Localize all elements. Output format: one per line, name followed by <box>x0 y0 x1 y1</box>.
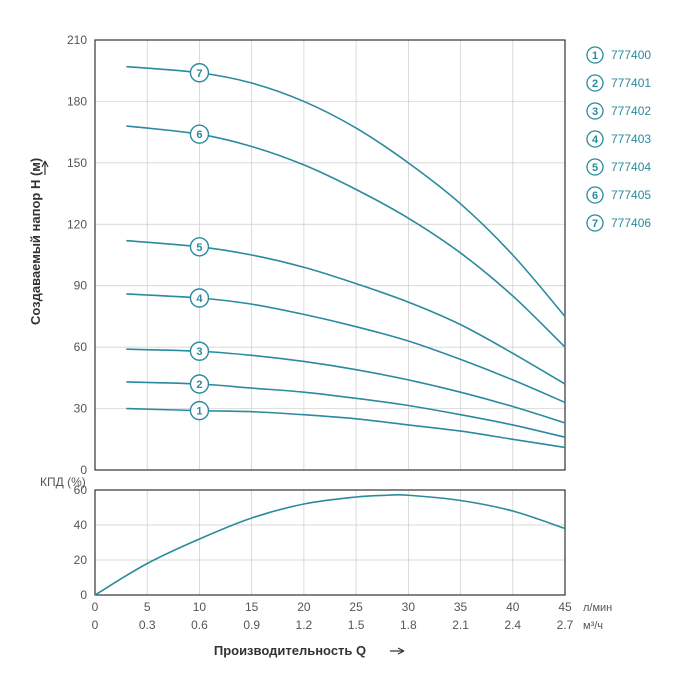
y-tick-eff: 0 <box>80 588 87 602</box>
y-tick-main: 60 <box>74 340 88 354</box>
efficiency-plot: 0204060 <box>74 483 565 602</box>
legend-label-7: 777406 <box>611 216 651 230</box>
x-tick-lmin: 0 <box>92 600 99 614</box>
x-tick-lmin: 5 <box>144 600 151 614</box>
x-tick-m3h: 0.6 <box>191 618 208 632</box>
x-tick-lmin: 35 <box>454 600 468 614</box>
x-tick-m3h: 2.4 <box>504 618 521 632</box>
y-tick-main: 150 <box>67 156 87 170</box>
y-tick-main: 180 <box>67 94 87 108</box>
y-tick-eff: 40 <box>74 518 88 532</box>
curve-marker-label-1: 1 <box>196 406 202 418</box>
y-tick-eff: 20 <box>74 553 88 567</box>
x-tick-lmin: 25 <box>349 600 363 614</box>
y-tick-main: 210 <box>67 33 87 47</box>
legend-marker-num-2: 2 <box>592 78 598 90</box>
x-tick-lmin: 15 <box>245 600 259 614</box>
x-axis-label: Производительность Q <box>214 643 366 658</box>
legend-marker-num-3: 3 <box>592 106 598 118</box>
curve-5 <box>126 241 565 384</box>
pump-curves-chart: 0306090120150180210123456702040600510152… <box>0 0 700 700</box>
x-tick-m3h: 0 <box>92 618 99 632</box>
legend-marker-num-4: 4 <box>592 134 599 146</box>
unit-lmin: л/мин <box>583 602 612 614</box>
legend-label-2: 777401 <box>611 76 651 90</box>
x-tick-m3h: 0.9 <box>243 618 260 632</box>
unit-m3h: м³/ч <box>583 620 603 632</box>
curve-7 <box>126 67 565 317</box>
y-axis-label-main: Создаваемый напор Н (м) <box>28 158 43 325</box>
legend-label-3: 777402 <box>611 104 651 118</box>
x-tick-m3h: 1.2 <box>296 618 313 632</box>
curve-marker-label-3: 3 <box>196 346 202 358</box>
y-tick-main: 30 <box>74 402 88 416</box>
legend-marker-num-7: 7 <box>592 218 598 230</box>
x-tick-lmin: 45 <box>558 600 572 614</box>
x-axis-arrow <box>390 648 404 654</box>
x-tick-m3h: 0.3 <box>139 618 156 632</box>
main-plot: 03060901201501802101234567 <box>67 33 565 477</box>
x-tick-m3h: 1.8 <box>400 618 417 632</box>
legend-label-4: 777403 <box>611 132 651 146</box>
curve-marker-label-6: 6 <box>196 129 202 141</box>
legend-marker-num-5: 5 <box>592 162 598 174</box>
curve-marker-label-5: 5 <box>196 242 202 254</box>
y-tick-main: 90 <box>74 279 88 293</box>
x-tick-lmin: 10 <box>193 600 207 614</box>
y-axis-label-eff: КПД (%) <box>40 475 86 489</box>
x-tick-lmin: 40 <box>506 600 520 614</box>
x-tick-lmin: 20 <box>297 600 311 614</box>
x-tick-lmin: 30 <box>402 600 416 614</box>
x-tick-m3h: 2.7 <box>557 618 574 632</box>
y-tick-main: 120 <box>67 217 87 231</box>
x-tick-m3h: 2.1 <box>452 618 469 632</box>
curve-6 <box>126 126 565 347</box>
legend-marker-num-6: 6 <box>592 190 598 202</box>
curve-marker-label-7: 7 <box>196 68 202 80</box>
legend-label-5: 777404 <box>611 160 651 174</box>
x-tick-m3h: 1.5 <box>348 618 365 632</box>
legend-marker-num-1: 1 <box>592 50 598 62</box>
efficiency-curve <box>95 495 565 595</box>
curve-marker-label-4: 4 <box>196 293 203 305</box>
legend-label-6: 777405 <box>611 188 651 202</box>
curve-marker-label-2: 2 <box>196 379 202 391</box>
legend-label-1: 777400 <box>611 48 651 62</box>
